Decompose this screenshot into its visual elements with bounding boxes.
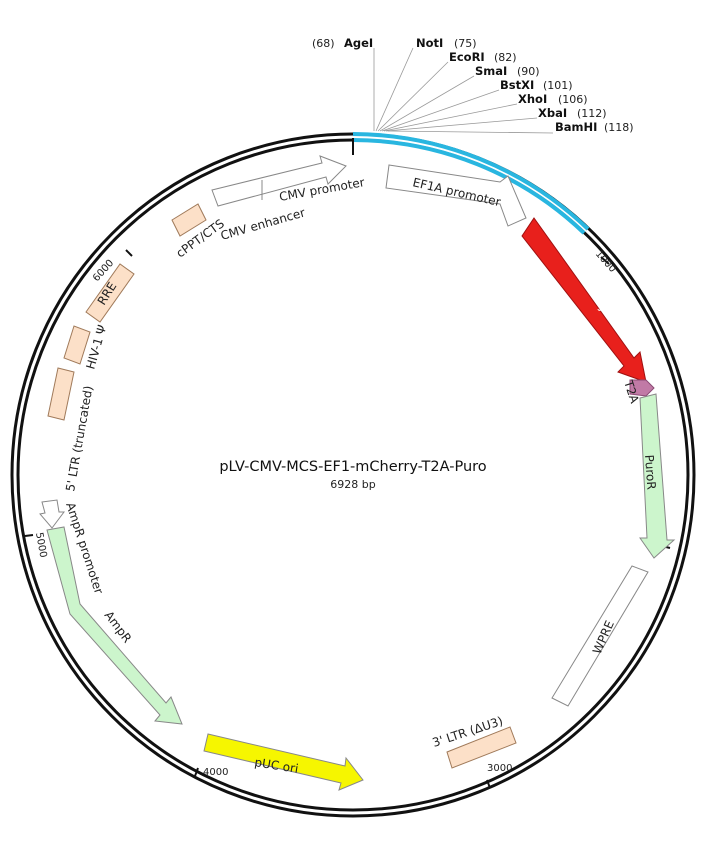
wpre-feature: WPRE bbox=[551, 565, 649, 707]
enzyme-pos-xhoI: (106) bbox=[558, 93, 588, 106]
enzyme-leaders bbox=[373, 47, 554, 134]
enzyme-pos-xbaI: (112) bbox=[577, 107, 607, 120]
enzyme-name-ageI: AgeI bbox=[344, 36, 373, 50]
enzyme-name-xhoI: XhoI bbox=[518, 92, 547, 106]
hiv-psi-feature: HIV-1 Ψ bbox=[63, 323, 109, 371]
enzyme-pos-notI: (75) bbox=[454, 37, 477, 50]
enzyme-pos-bamHI: (118) bbox=[604, 121, 634, 134]
puror-label: PuroR bbox=[642, 454, 658, 490]
ltr5-feature: 5' LTR (truncated) bbox=[47, 367, 96, 493]
ltr3-feature: 3' LTR (ΔU3) bbox=[431, 714, 517, 769]
scale-ticks bbox=[24, 249, 671, 789]
backbone-inner-strand bbox=[16, 138, 690, 812]
enzyme-name-xbaI: XbaI bbox=[538, 106, 567, 120]
tick-label-5000: 5000 bbox=[33, 532, 48, 559]
ef1a-promoter-feature: EF1A promoter bbox=[385, 164, 527, 227]
puc-label: pUC ori bbox=[254, 755, 300, 776]
cppt-feature: cPPT/CTS bbox=[171, 203, 227, 260]
enzyme-name-smaI: SmaI bbox=[475, 64, 507, 78]
enzyme-pos-ageI: (68) bbox=[312, 37, 335, 50]
tick-label-4000: 4000 bbox=[203, 767, 228, 778]
puc-ori-feature: pUC ori bbox=[203, 733, 364, 791]
ampr-feature: AmpR bbox=[46, 526, 183, 725]
enzyme-pos-smaI: (90) bbox=[517, 65, 540, 78]
tick-label-3000: 3000 bbox=[487, 763, 512, 774]
plasmid-name: pLV-CMV-MCS-EF1-mCherry-T2A-Puro bbox=[219, 459, 486, 475]
tick-label-1000: 1000 bbox=[593, 249, 618, 275]
enzyme-labels: (68) AgeI NotI (75) EcoRI (82) SmaI (90)… bbox=[312, 36, 634, 134]
enzyme-name-bamHI: BamHI bbox=[555, 120, 597, 134]
backbone-outer-strand bbox=[10, 132, 696, 818]
mcherry-feature: mCherry bbox=[521, 217, 647, 383]
cmv-feature: CMV enhancer CMV promoter bbox=[211, 155, 366, 243]
plasmid-size: 6928 bp bbox=[330, 478, 375, 491]
enzyme-name-bstXI: BstXI bbox=[500, 78, 534, 92]
enzyme-name-notI: NotI bbox=[416, 36, 443, 50]
cmv-enhancer-label: CMV enhancer bbox=[219, 205, 307, 243]
mcs-segment bbox=[352, 132, 590, 235]
puror-feature: PuroR bbox=[639, 393, 676, 559]
enzyme-pos-ecoRI: (82) bbox=[494, 51, 517, 64]
enzyme-pos-bstXI: (101) bbox=[543, 79, 573, 92]
rre-feature: RRE bbox=[85, 263, 135, 323]
enzyme-name-ecoRI: EcoRI bbox=[449, 50, 485, 64]
